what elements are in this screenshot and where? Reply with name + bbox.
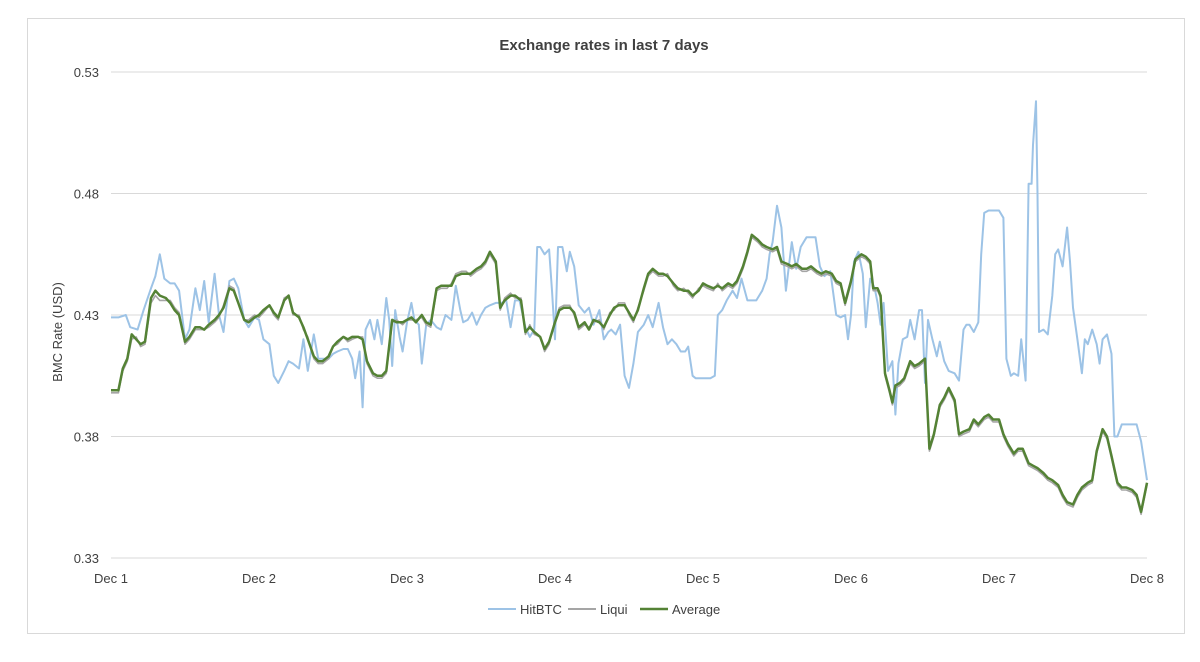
legend-label-liqui: Liqui [600, 602, 628, 617]
series-line-hitbtc [111, 100, 1148, 481]
y-tick-label: 0.48 [74, 187, 99, 202]
y-tick-label: 0.33 [74, 551, 99, 566]
legend-label-hitbtc: HitBTC [520, 602, 562, 617]
y-tick-labels: 0.33 0.38 0.43 0.48 0.53 [74, 65, 99, 566]
line-chart: Exchange rates in last 7 days BMC Rate (… [50, 37, 1164, 617]
x-tick-labels: Dec 1 Dec 2 Dec 3 Dec 4 Dec 5 Dec 6 Dec 7 Dec 8 [94, 571, 1164, 586]
legend: HitBTC Liqui Average [488, 602, 720, 617]
series-line-average [111, 233, 1149, 514]
x-tick-label: Dec 6 [834, 571, 868, 586]
series-lines [111, 100, 1149, 516]
x-tick-label: Dec 8 [1130, 571, 1164, 586]
series-line-liqui [111, 236, 1148, 516]
y-axis-label: BMC Rate (USD) [50, 282, 65, 382]
x-tick-label: Dec 4 [538, 571, 572, 586]
x-tick-label: Dec 3 [390, 571, 424, 586]
y-tick-label: 0.43 [74, 308, 99, 323]
chart-frame: Exchange rates in last 7 days BMC Rate (… [27, 18, 1185, 634]
y-tick-label: 0.38 [74, 430, 99, 445]
legend-label-average: Average [672, 602, 720, 617]
chart-title: Exchange rates in last 7 days [499, 37, 708, 54]
x-tick-label: Dec 7 [982, 571, 1016, 586]
x-tick-label: Dec 5 [686, 571, 720, 586]
x-tick-label: Dec 2 [242, 571, 276, 586]
y-tick-label: 0.53 [74, 65, 99, 80]
x-tick-label: Dec 1 [94, 571, 128, 586]
